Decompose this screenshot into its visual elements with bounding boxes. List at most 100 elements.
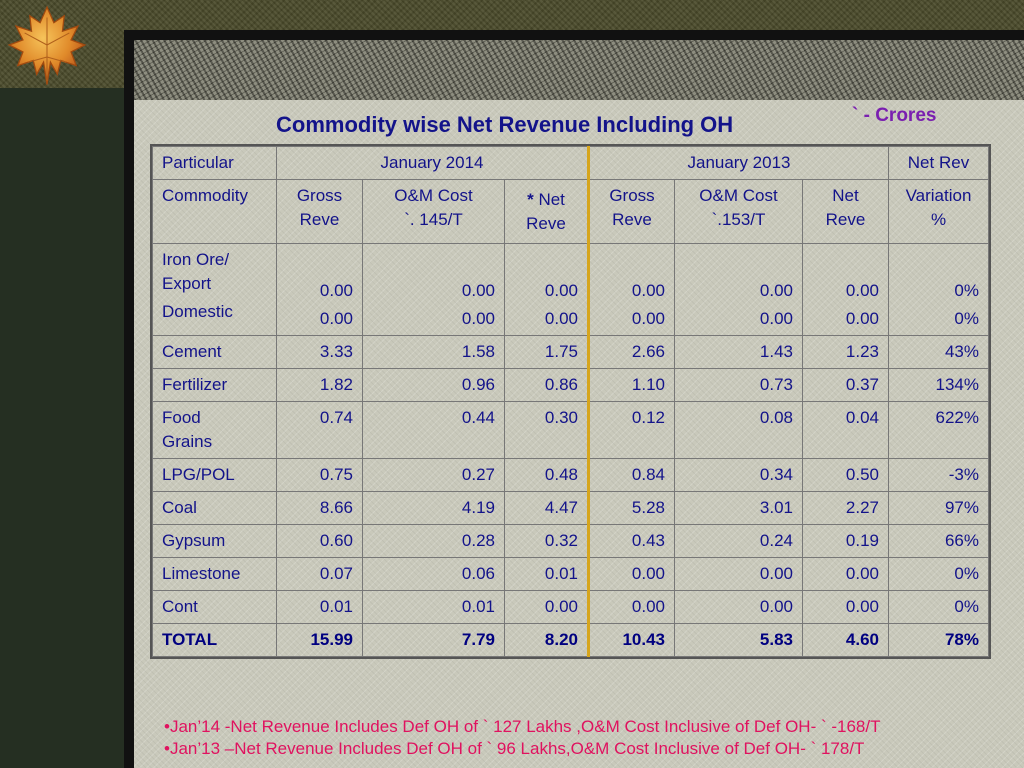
cell-om-cost-2013: 1.43 xyxy=(674,335,803,369)
cell-om-cost-2014: 0.27 xyxy=(362,458,505,492)
cell-net-reve-2014: 0.30 xyxy=(504,401,590,459)
cell-variation: 134% xyxy=(888,368,989,402)
table-row: Cont 0.01 0.01 0.00 0.00 0.00 0.00 0% xyxy=(152,590,989,624)
table-row: Fertilizer 1.82 0.96 0.86 1.10 0.73 0.37 134% xyxy=(152,368,989,402)
cell-om-cost-2013: 0.00 0.00 xyxy=(674,243,803,336)
row-label: Gypsum xyxy=(152,524,277,558)
table-row: Coal 8.66 4.19 4.47 5.28 3.01 2.27 97% xyxy=(152,491,989,525)
cell-gross-reve-2013: 0.00 xyxy=(588,590,675,624)
cell-gross-reve-2013: 0.43 xyxy=(588,524,675,558)
revenue-table: Particular January 2014 January 2013 Net… xyxy=(150,144,991,659)
cell-variation: 0% xyxy=(888,557,989,591)
cell-gross-reve-2014: 0.07 xyxy=(276,557,363,591)
cell-net-reve-2014: 0.00 xyxy=(504,590,590,624)
header-gross-reve-2013: Gross Reve xyxy=(588,179,675,244)
cell-variation: 0% 0% xyxy=(888,243,989,336)
cell-gross-reve-2013: 0.84 xyxy=(588,458,675,492)
header-net-reve-2013: Net Reve xyxy=(802,179,889,244)
row-label: Cont xyxy=(152,590,277,624)
cell-om-cost-2013: 3.01 xyxy=(674,491,803,525)
cell-variation: 78% xyxy=(888,623,989,657)
cell-om-cost-2013: 0.00 xyxy=(674,557,803,591)
cell-net-reve-2013: 0.00 0.00 xyxy=(802,243,889,336)
cell-variation: 0% xyxy=(888,590,989,624)
table-row: Cement 3.33 1.58 1.75 2.66 1.43 1.23 43% xyxy=(152,335,989,369)
cell-om-cost-2013: 0.00 xyxy=(674,590,803,624)
cell-net-reve-2013: 2.27 xyxy=(802,491,889,525)
table-header-row: Particular January 2014 January 2013 Net… xyxy=(152,146,989,180)
table-row: LPG/POL 0.75 0.27 0.48 0.84 0.34 0.50 -3% xyxy=(152,458,989,492)
cell-gross-reve-2013: 10.43 xyxy=(588,623,675,657)
header-net-reve-2014: * Net Reve xyxy=(504,179,590,244)
maple-leaf-icon xyxy=(7,5,87,85)
cell-net-reve-2014: 1.75 xyxy=(504,335,590,369)
row-label: Fertilizer xyxy=(152,368,277,402)
cell-gross-reve-2014: 15.99 xyxy=(276,623,363,657)
header-commodity: Commodity xyxy=(152,179,277,244)
row-label: Cement xyxy=(152,335,277,369)
page-title: Commodity wise Net Revenue Including OH xyxy=(276,112,734,137)
row-label: Food Grains xyxy=(152,401,277,459)
cell-om-cost-2013: 0.34 xyxy=(674,458,803,492)
header-gross-reve-2014: Gross Reve xyxy=(276,179,363,244)
cell-net-reve-2014: 0.86 xyxy=(504,368,590,402)
header-january-2013: January 2013 xyxy=(588,146,889,180)
table-row: Food Grains 0.74 0.44 0.30 0.12 0.08 0.04 622% xyxy=(152,401,989,459)
header-january-2014: January 2014 xyxy=(276,146,590,180)
cell-variation: 66% xyxy=(888,524,989,558)
cell-gross-reve-2014: 0.74 xyxy=(276,401,363,459)
footnote-jan14: •Jan’14 -Net Revenue Includes Def OH of … xyxy=(164,717,881,736)
slide-top-band xyxy=(134,40,1024,100)
header-om-cost-2013: O&M Cost `.153/T xyxy=(674,179,803,244)
cell-om-cost-2013: 0.08 xyxy=(674,401,803,459)
row-label-iron-ore: Iron Ore/Export Domestic xyxy=(152,243,277,336)
cell-net-reve-2014: 0.32 xyxy=(504,524,590,558)
cell-net-reve-2013: 0.19 xyxy=(802,524,889,558)
header-particular: Particular xyxy=(152,146,277,180)
header-om-cost-2014: O&M Cost `. 145/T xyxy=(362,179,505,244)
cell-om-cost-2014: 0.01 xyxy=(362,590,505,624)
cell-gross-reve-2013: 1.10 xyxy=(588,368,675,402)
cell-om-cost-2014: 0.44 xyxy=(362,401,505,459)
cell-net-reve-2013: 0.00 xyxy=(802,557,889,591)
cell-variation: 622% xyxy=(888,401,989,459)
cell-gross-reve-2013: 0.12 xyxy=(588,401,675,459)
units-label: ` - Crores xyxy=(852,105,937,126)
footnote-jan13: •Jan’13 –Net Revenue Includes Def OH of … xyxy=(164,739,865,758)
cell-net-reve-2014: 0.00 0.00 xyxy=(504,243,590,336)
cell-net-reve-2014: 4.47 xyxy=(504,491,590,525)
table-row: Limestone 0.07 0.06 0.01 0.00 0.00 0.00 0% xyxy=(152,557,989,591)
cell-net-reve-2013: 0.04 xyxy=(802,401,889,459)
table-row: TOTAL 15.99 7.79 8.20 10.43 5.83 4.60 78% xyxy=(152,623,989,657)
cell-net-reve-2013: 1.23 xyxy=(802,335,889,369)
cell-net-reve-2014: 8.20 xyxy=(504,623,590,657)
row-label: TOTAL xyxy=(152,623,277,657)
cell-variation: -3% xyxy=(888,458,989,492)
cell-gross-reve-2014: 8.66 xyxy=(276,491,363,525)
cell-net-reve-2013: 0.00 xyxy=(802,590,889,624)
row-label: Coal xyxy=(152,491,277,525)
cell-om-cost-2014: 1.58 xyxy=(362,335,505,369)
cell-gross-reve-2014: 0.01 xyxy=(276,590,363,624)
cell-om-cost-2014: 0.28 xyxy=(362,524,505,558)
cell-net-reve-2013: 0.50 xyxy=(802,458,889,492)
cell-gross-reve-2013: 2.66 xyxy=(588,335,675,369)
cell-om-cost-2014: 7.79 xyxy=(362,623,505,657)
footnotes: •Jan’14 -Net Revenue Includes Def OH of … xyxy=(164,716,880,760)
cell-gross-reve-2014: 3.33 xyxy=(276,335,363,369)
cell-gross-reve-2014: 0.00 0.00 xyxy=(276,243,363,336)
cell-net-reve-2013: 0.37 xyxy=(802,368,889,402)
cell-gross-reve-2014: 0.75 xyxy=(276,458,363,492)
cell-variation: 97% xyxy=(888,491,989,525)
row-label: Limestone xyxy=(152,557,277,591)
cell-om-cost-2014: 0.96 xyxy=(362,368,505,402)
cell-variation: 43% xyxy=(888,335,989,369)
cell-net-reve-2013: 4.60 xyxy=(802,623,889,657)
cell-om-cost-2013: 5.83 xyxy=(674,623,803,657)
header-net-rev: Net Rev xyxy=(888,146,989,180)
cell-om-cost-2014: 0.00 0.00 xyxy=(362,243,505,336)
cell-gross-reve-2014: 1.82 xyxy=(276,368,363,402)
row-label: LPG/POL xyxy=(152,458,277,492)
header-variation: Variation% xyxy=(888,179,989,244)
left-strip xyxy=(0,88,124,768)
